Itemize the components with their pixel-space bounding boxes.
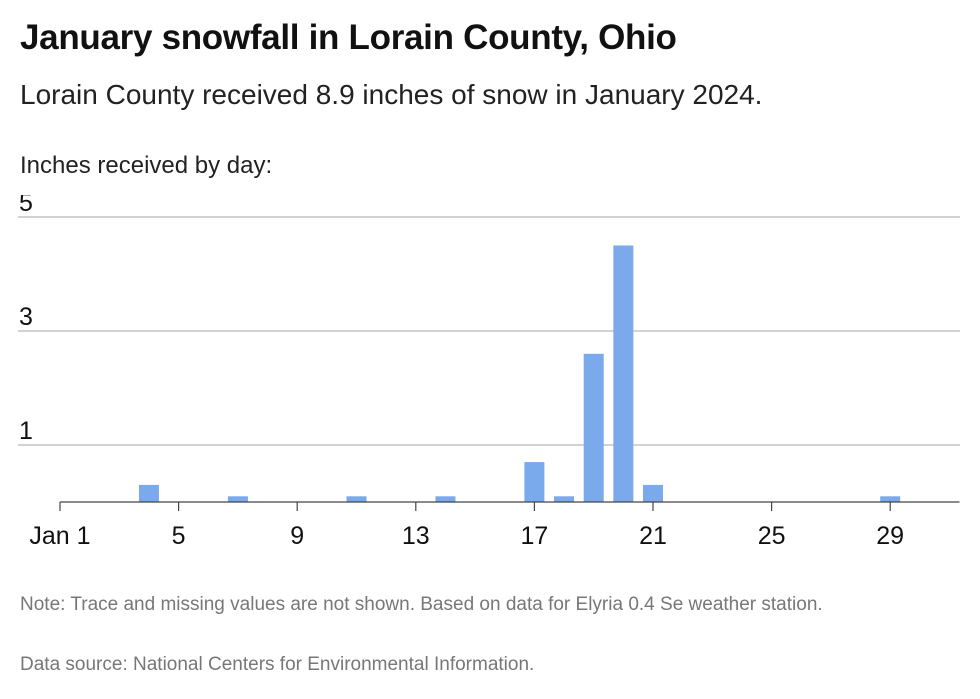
bar [524, 462, 545, 502]
x-tick-label: 29 [876, 522, 904, 550]
y-tick-label: 1 [19, 417, 33, 445]
y-axis-label: Inches received by day: [20, 152, 273, 179]
y-tick-label: 5 [19, 195, 33, 217]
bar [138, 484, 159, 502]
bar [554, 496, 575, 502]
x-tick-label: 25 [758, 522, 786, 550]
bar [227, 496, 248, 502]
chart-note: Note: Trace and missing values are not s… [20, 594, 823, 615]
bar [613, 245, 634, 502]
bar [346, 496, 367, 502]
chart-subtitle: Lorain County received 8.9 inches of sno… [20, 79, 763, 110]
chart-title: January snowfall in Lorain County, Ohio [20, 18, 677, 57]
bar [880, 496, 901, 502]
data-source: Data source: National Centers for Enviro… [20, 654, 535, 675]
bar [435, 496, 456, 502]
x-tick-label: Jan 1 [29, 522, 90, 550]
x-tick-label: 17 [520, 522, 548, 550]
x-tick-label: 21 [639, 522, 667, 550]
x-tick-label: 5 [172, 522, 186, 550]
x-tick-label: 13 [402, 522, 430, 550]
bar [643, 484, 663, 502]
x-tick-label: 9 [290, 522, 304, 550]
y-tick-label: 3 [19, 303, 33, 331]
bar [583, 353, 604, 502]
